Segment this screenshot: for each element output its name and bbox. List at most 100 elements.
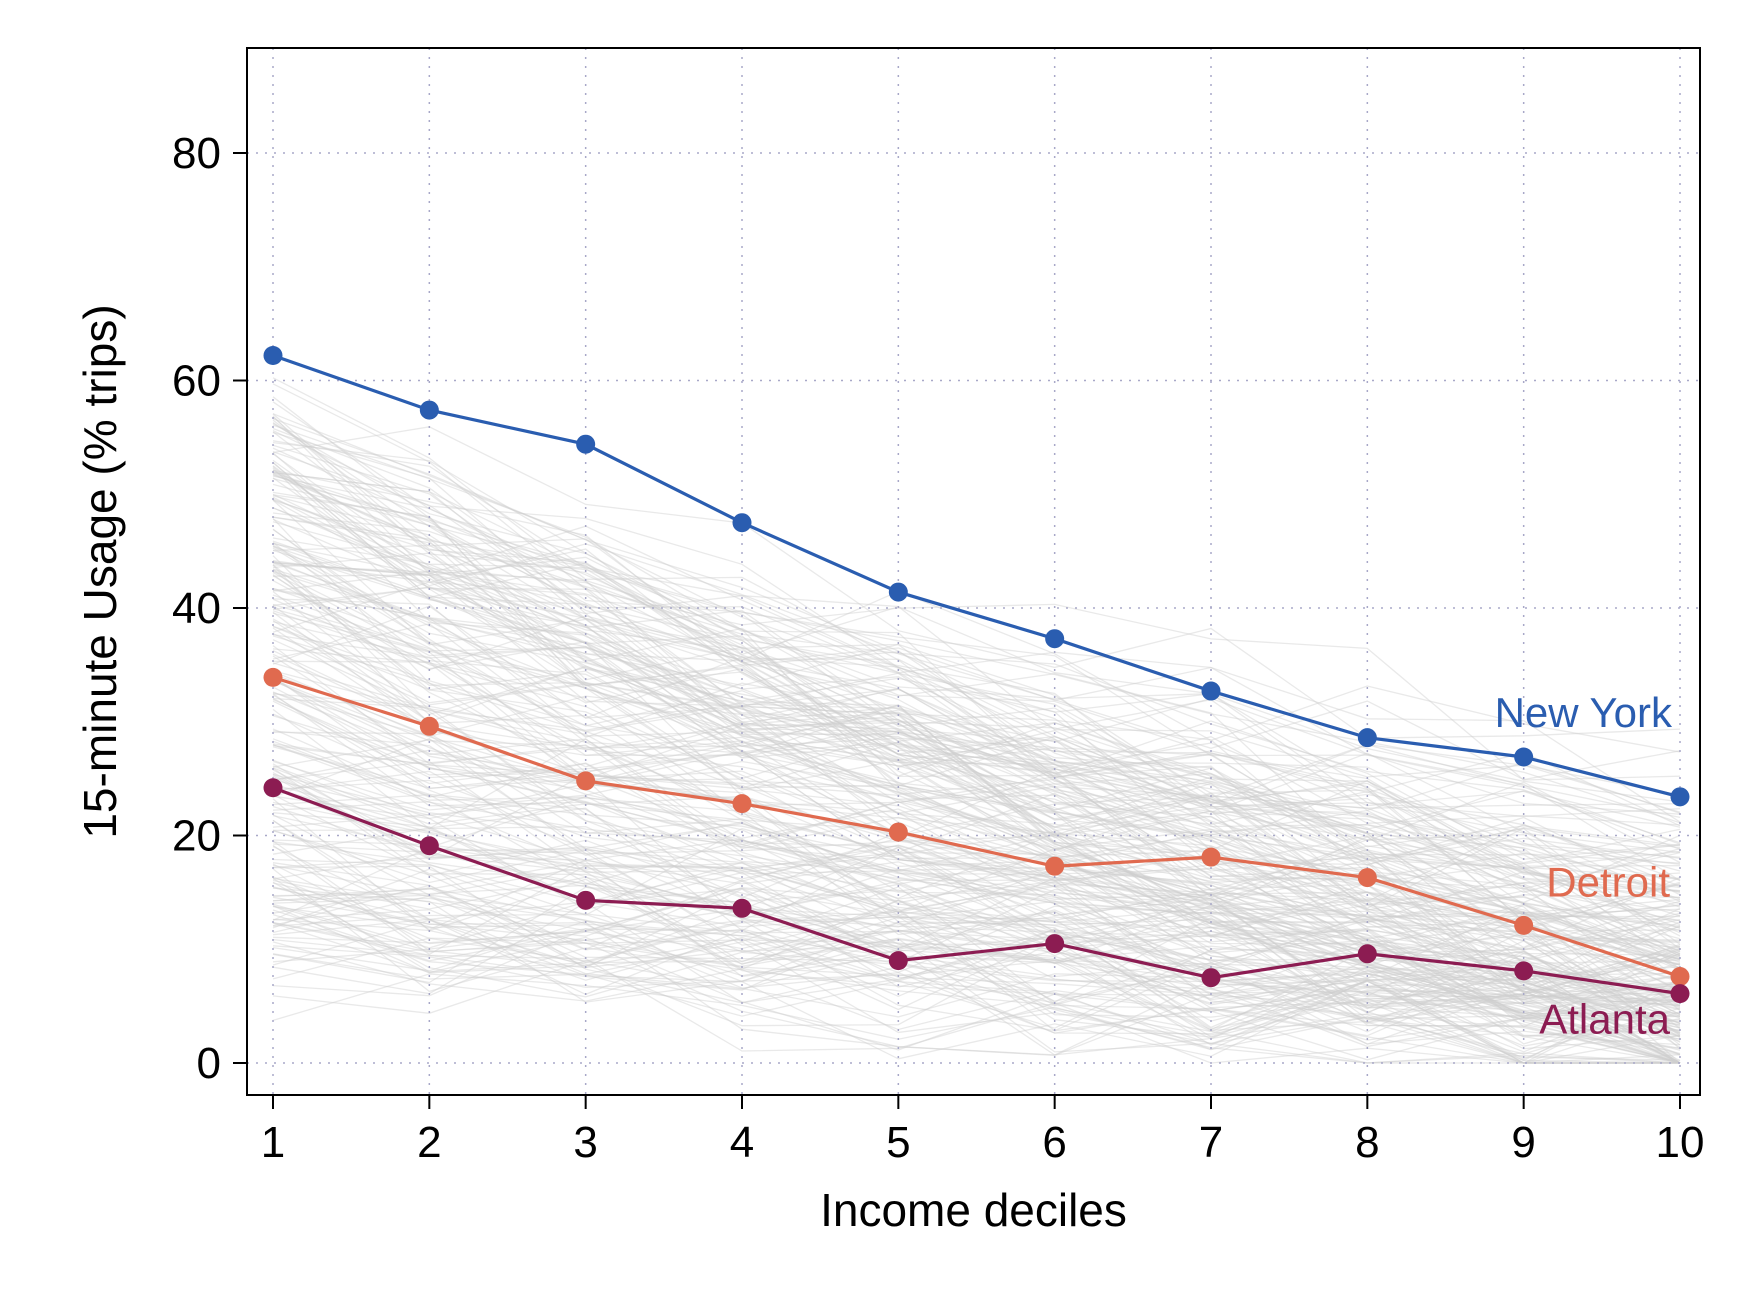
background-line: [272, 447, 1681, 997]
background-line: [272, 913, 1681, 1029]
background-line: [272, 517, 1681, 978]
background-line: [272, 760, 1681, 984]
background-line: [272, 928, 1681, 1064]
data-point: [1045, 856, 1065, 876]
background-line: [272, 499, 1681, 823]
background-line: [272, 377, 1681, 923]
background-line: [272, 877, 1681, 1033]
background-line: [272, 868, 1681, 1061]
background-line: [272, 440, 1681, 1005]
background-line: [272, 882, 1681, 1036]
background-line: [272, 840, 1681, 1060]
background-line: [272, 467, 1681, 961]
background-line: [272, 876, 1681, 974]
data-point: [1670, 787, 1690, 807]
background-line: [272, 886, 1681, 1012]
background-line: [272, 744, 1681, 962]
background-line: [272, 586, 1681, 904]
background-line: [272, 772, 1681, 918]
background-line: [272, 547, 1681, 971]
background-line: [272, 540, 1681, 953]
background-line: [272, 416, 1681, 970]
background-line: [272, 471, 1681, 753]
data-point: [888, 822, 908, 842]
data-point: [576, 434, 596, 454]
background-line: [272, 744, 1681, 1010]
background-line: [272, 697, 1681, 1064]
background-line: [272, 564, 1681, 1042]
data-point: [1357, 728, 1377, 748]
background-line: [272, 543, 1681, 892]
background-line: [272, 662, 1681, 826]
background-line: [272, 728, 1681, 925]
background-line: [272, 675, 1681, 1001]
background-line: [272, 698, 1681, 971]
data-point: [732, 794, 752, 814]
background-line: [272, 881, 1681, 1064]
data-point: [888, 582, 908, 602]
background-line: [272, 559, 1681, 882]
background-line: [272, 498, 1681, 957]
plot-frame: [246, 47, 1701, 1096]
background-line: [272, 744, 1681, 957]
background-line: [272, 570, 1681, 887]
background-line: [272, 552, 1681, 922]
background-line: [272, 887, 1681, 1064]
background-line: [272, 807, 1681, 998]
background-line: [272, 738, 1681, 963]
background-line: [272, 589, 1681, 969]
background-line: [272, 431, 1681, 1004]
background-line: [272, 908, 1681, 1015]
background-line: [272, 419, 1681, 1016]
y-tick-label: 20: [172, 812, 221, 861]
background-line: [272, 686, 1681, 1061]
background-line: [272, 469, 1681, 818]
background-line: [272, 426, 1681, 739]
background-line: [272, 461, 1681, 1064]
background-line: [272, 798, 1681, 1041]
background-line: [272, 462, 1681, 993]
background-line: [272, 612, 1681, 916]
background-line: [272, 472, 1681, 983]
series-line: [272, 353, 1681, 799]
data-point: [263, 345, 283, 365]
background-line: [272, 715, 1681, 990]
axes: 0 20 40 60 80 1 2 3 4 5 6 7 8 9 10: [172, 129, 1704, 1167]
background-line: [272, 679, 1681, 1056]
background-line: [272, 598, 1681, 955]
background-line: [272, 415, 1681, 860]
background-line: [272, 918, 1681, 1030]
background-line: [272, 507, 1681, 960]
background-line: [272, 562, 1681, 899]
background-line: [272, 700, 1681, 1017]
background-line: [272, 619, 1681, 913]
background-line: [272, 830, 1681, 1019]
background-line: [272, 491, 1681, 917]
data-point: [1045, 629, 1065, 649]
background-line: [272, 678, 1681, 1038]
background-line: [272, 590, 1681, 937]
x-tick-label: 8: [1355, 1118, 1379, 1167]
background-line: [272, 542, 1681, 1034]
background-line: [272, 499, 1681, 781]
background-line: [272, 625, 1681, 934]
data-point: [1201, 681, 1221, 701]
background-line: [272, 673, 1681, 1045]
background-line: [272, 691, 1681, 1062]
background-line: [272, 569, 1681, 908]
background-line: [272, 884, 1681, 1020]
background-line: [272, 864, 1681, 1041]
background-line: [272, 938, 1681, 1064]
background-line: [272, 444, 1681, 870]
y-tick-label: 80: [172, 129, 221, 178]
background-line: [272, 396, 1681, 1064]
background-line: [272, 586, 1681, 1030]
background-line: [272, 731, 1681, 1056]
background-line: [272, 422, 1681, 932]
background-line: [272, 849, 1681, 1036]
background-line: [272, 605, 1681, 865]
background-line: [272, 679, 1681, 905]
background-line: [272, 730, 1681, 1001]
background-line: [272, 894, 1681, 1006]
series-labels: New York Detroit Atlanta: [1495, 689, 1673, 1043]
